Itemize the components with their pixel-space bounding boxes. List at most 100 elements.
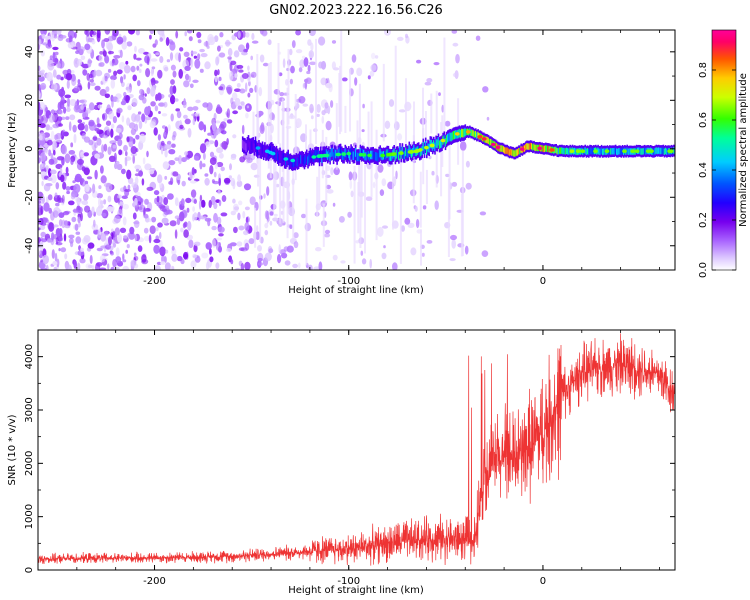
spectrogram-noise-cell: [117, 233, 122, 243]
ridge-core: [597, 147, 599, 154]
ridge-core: [316, 150, 319, 159]
ridge-core: [329, 152, 331, 161]
spectrogram-noise-cell: [167, 124, 171, 132]
spectrogram-noise-cell: [40, 231, 46, 238]
spectrogram-noise-cell: [184, 118, 191, 125]
spectrogram-noise-cell: [187, 128, 192, 138]
spectrogram-noise-cell: [301, 213, 306, 219]
spectrogram-streak: [353, 165, 356, 264]
spectrogram-noise-cell: [227, 56, 232, 60]
spectrogram-noise-cell: [333, 67, 340, 71]
spectrogram-noise-cell: [83, 152, 90, 157]
spectrogram-noise-cell: [180, 227, 184, 233]
spectrogram-noise-cell: [117, 138, 123, 147]
spectrogram-noise-cell: [105, 182, 113, 193]
spectrogram-noise-cell: [85, 107, 91, 114]
spectrogram-noise-cell: [64, 94, 71, 99]
spectrogram-noise-cell: [183, 51, 190, 57]
ridge-core: [304, 155, 307, 164]
spectrogram-noise-cell: [74, 31, 77, 39]
spectrogram-noise-cell: [298, 96, 306, 104]
ridge-core: [251, 141, 253, 150]
spectrogram-noise-cell: [160, 261, 166, 265]
spectrogram-noise-cell: [194, 112, 201, 117]
ridge-core: [282, 153, 285, 162]
spectrogram-streak: [279, 143, 282, 224]
spectrogram-noise-cell: [125, 249, 128, 254]
spectrogram-noise-cell: [350, 190, 354, 198]
spectrogram-noise-cell: [433, 62, 440, 66]
spectrogram-noise-cell: [81, 200, 89, 206]
spectrogram-noise-cell: [116, 98, 120, 103]
ridge-core: [403, 150, 406, 160]
spectrogram-noise-cell: [220, 121, 227, 129]
spectrogram-noise-cell: [208, 199, 212, 209]
ridge-core: [488, 138, 491, 146]
spectrogram-noise-cell: [149, 30, 155, 35]
spectrogram-noise-cell: [162, 125, 166, 129]
spectrogram-noise-cell: [154, 39, 158, 46]
spectrogram-noise-cell: [164, 175, 168, 180]
spectrogram-noise-cell: [321, 110, 326, 116]
spectrogram-noise-cell: [169, 220, 177, 227]
spectrogram-noise-cell: [91, 31, 97, 36]
ridge-core: [662, 147, 665, 154]
spectrogram-noise-cell: [60, 247, 67, 253]
ridge-core: [243, 141, 245, 150]
spectrogram-noise-cell: [131, 113, 137, 123]
spectrogram-noise-cell: [325, 120, 332, 131]
ridge-core: [405, 147, 407, 157]
spectrogram-noise-cell: [39, 123, 46, 129]
ridge-core: [349, 151, 351, 161]
spectrogram-noise-cell: [50, 130, 55, 141]
spectrogram-noise-cell: [330, 167, 334, 176]
y-tick-label: 4000: [24, 344, 35, 369]
spectrogram-noise-cell: [208, 36, 216, 46]
spectrogram-streak: [254, 207, 257, 248]
spectrogram-noise-cell: [223, 177, 231, 184]
spectrogram-noise-cell: [73, 260, 77, 269]
ridge-core: [591, 148, 594, 155]
spectrogram-noise-cell: [244, 206, 250, 211]
spectrogram-noise-cell: [38, 200, 42, 204]
ridge-core: [655, 147, 658, 154]
spectrogram-noise-cell: [227, 48, 233, 57]
spectrogram-noise-cell: [192, 254, 198, 259]
spectrogram-streak: [425, 169, 428, 204]
spectrogram-noise-cell: [226, 108, 231, 119]
spectrogram-noise-cell: [98, 185, 102, 190]
snr-plot-area: [38, 330, 675, 570]
spectrogram-noise-cell: [108, 111, 115, 120]
spectrogram-noise-cell: [230, 177, 236, 187]
spectrogram-noise-cell: [101, 39, 105, 49]
spectrogram-noise-cell: [121, 40, 128, 50]
spectrogram-noise-cell: [66, 190, 70, 195]
spectrogram-noise-cell: [113, 55, 121, 59]
ridge-core: [508, 149, 511, 156]
spectrogram-noise-cell: [100, 175, 107, 184]
spectrogram-noise-cell: [58, 88, 66, 97]
spectrogram-noise-cell: [451, 181, 458, 187]
spectrogram-noise-cell: [381, 178, 387, 187]
spectrogram-noise-cell: [94, 142, 98, 149]
spectrogram-noise-cell: [163, 101, 168, 108]
spectrogram-noise-cell: [43, 202, 50, 212]
spectrogram-noise-cell: [118, 132, 123, 139]
ridge-core: [398, 151, 400, 161]
spectrogram-noise-cell: [82, 193, 89, 201]
ridge-peak: [409, 150, 414, 154]
ridge-core: [330, 148, 333, 158]
spectrogram-streak: [287, 167, 290, 213]
spectrogram-noise-cell: [169, 41, 176, 51]
spectrogram-noise-cell: [245, 216, 249, 224]
spectrogram-noise-cell: [150, 58, 158, 62]
spectrogram-noise-cell: [56, 258, 60, 268]
spectrogram-noise-cell: [372, 181, 376, 189]
spectrogram-noise-cell: [63, 220, 69, 226]
spectrogram-noise-cell: [74, 223, 79, 231]
spectrogram-noise-cell: [185, 73, 190, 81]
ridge-core: [318, 154, 321, 163]
spectrogram-noise-cell: [55, 237, 59, 245]
colorbar-tick-label: 0.6: [698, 112, 709, 128]
spectrogram-noise-cell: [98, 54, 103, 62]
